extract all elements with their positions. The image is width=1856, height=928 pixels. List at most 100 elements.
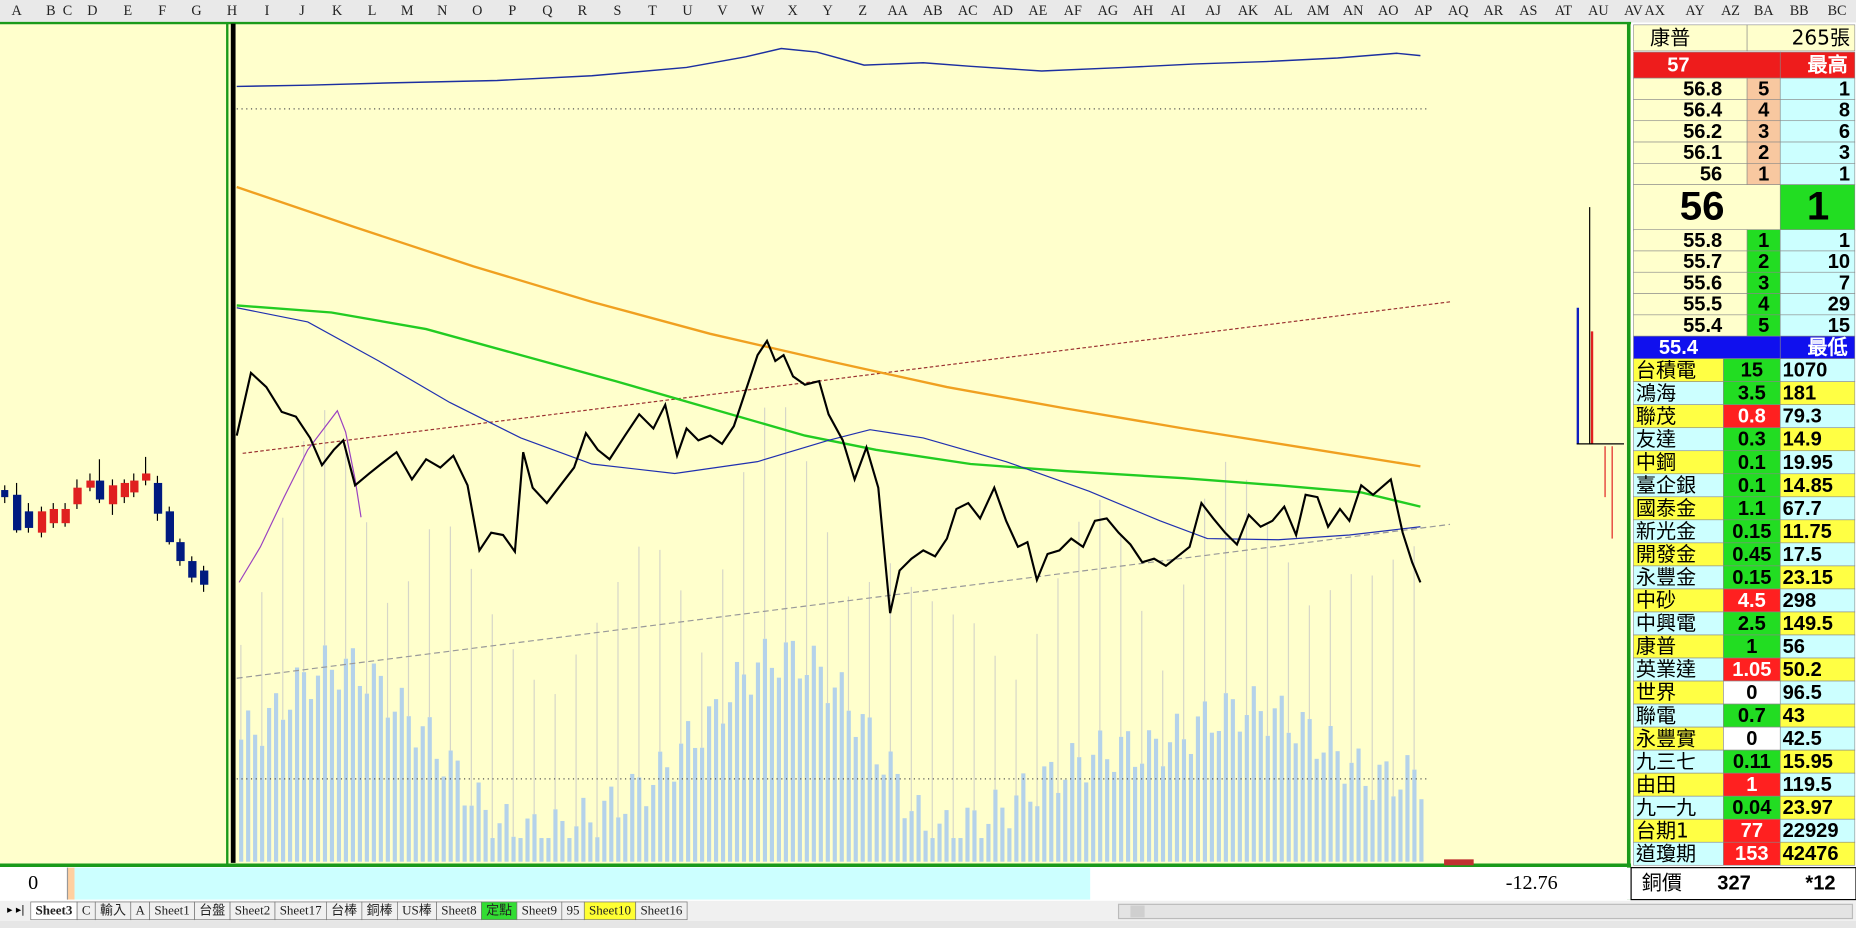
column-header[interactable]: BA <box>1754 3 1774 19</box>
column-header[interactable]: AT <box>1555 3 1573 19</box>
tab-label[interactable]: Sheet17 <box>280 902 322 917</box>
sheet-tab[interactable]: 台盤 <box>194 901 231 921</box>
tab-label[interactable]: 台盤 <box>199 902 225 917</box>
column-header[interactable]: AZ <box>1721 3 1740 19</box>
column-header[interactable]: M <box>401 3 414 19</box>
tab-label[interactable]: Sheet16 <box>640 902 682 917</box>
tab-label[interactable]: 銅棒 <box>367 902 393 917</box>
tab-label[interactable]: Sheet3 <box>36 902 73 917</box>
column-header[interactable]: AN <box>1343 3 1364 19</box>
column-header[interactable]: C <box>63 3 72 19</box>
column-header[interactable]: Z <box>858 3 867 19</box>
column-header[interactable]: Y <box>822 3 832 19</box>
column-header[interactable]: AY <box>1685 3 1704 19</box>
column-header[interactable]: V <box>717 3 728 19</box>
tab-label[interactable]: 定點 <box>486 902 512 917</box>
tab-shape[interactable] <box>635 901 688 921</box>
column-header[interactable]: K <box>332 3 343 19</box>
column-header[interactable]: S <box>613 3 621 19</box>
column-header[interactable]: AC <box>958 3 978 19</box>
column-header[interactable]: BC <box>1828 3 1847 19</box>
column-header[interactable]: AI <box>1170 3 1185 19</box>
tab-label[interactable]: A <box>136 902 146 917</box>
column-header[interactable]: AV <box>1624 3 1643 19</box>
column-header[interactable]: D <box>87 3 97 19</box>
column-header[interactable]: AE <box>1028 3 1047 19</box>
column-header[interactable]: AO <box>1378 3 1399 19</box>
column-header[interactable]: P <box>508 3 516 19</box>
sheet-tab[interactable]: Sheet9 <box>516 901 563 921</box>
stock-name: 中砂 <box>1636 588 1676 612</box>
volume-bar <box>1105 759 1110 862</box>
column-header[interactable]: G <box>191 3 201 19</box>
sheet-tab[interactable]: Sheet3 <box>30 901 78 921</box>
tab-label[interactable]: Sheet9 <box>522 902 557 917</box>
sheet-tab[interactable]: 定點 <box>481 901 518 921</box>
column-header[interactable]: T <box>648 3 657 19</box>
tab-label[interactable]: Sheet8 <box>441 902 477 917</box>
sheet-tab[interactable]: 銅棒 <box>361 901 398 921</box>
column-header[interactable]: A <box>11 3 22 19</box>
column-header[interactable]: AD <box>993 3 1014 19</box>
sheet-tab[interactable]: Sheet2 <box>229 901 276 921</box>
sheet-tab[interactable]: US棒 <box>397 901 437 921</box>
column-header[interactable]: E <box>124 3 133 19</box>
column-header[interactable]: AH <box>1133 3 1154 19</box>
sheet-tab[interactable]: Sheet10 <box>583 901 637 921</box>
tab-label[interactable]: C <box>82 902 91 917</box>
column-header[interactable]: B <box>46 3 55 19</box>
tab-label[interactable]: 95 <box>567 902 580 917</box>
sheet-tab[interactable]: Sheet8 <box>436 901 482 921</box>
volume-bar <box>1126 731 1131 862</box>
sheet-tab[interactable]: C <box>76 901 96 921</box>
column-header[interactable]: L <box>368 3 377 19</box>
tab-label[interactable]: Sheet2 <box>235 902 270 917</box>
column-header[interactable]: I <box>265 3 270 19</box>
level-index: 1 <box>1758 163 1769 185</box>
tab-label[interactable]: Sheet10 <box>589 902 631 917</box>
column-header[interactable]: AS <box>1519 3 1537 19</box>
sheet-tab[interactable]: Sheet17 <box>274 901 327 921</box>
column-header[interactable]: X <box>787 3 797 19</box>
volume-bar <box>860 714 865 862</box>
column-header[interactable]: AU <box>1588 3 1609 19</box>
column-header[interactable]: U <box>682 3 692 19</box>
column-header[interactable]: W <box>751 3 765 19</box>
tab-label[interactable]: US棒 <box>402 902 432 917</box>
tab-label[interactable]: Sheet1 <box>154 902 189 917</box>
column-header[interactable]: O <box>472 3 482 19</box>
tab-label[interactable]: 台棒 <box>331 902 357 917</box>
volume-bar <box>1405 755 1410 862</box>
sheet-tab[interactable]: 輸入 <box>94 901 132 921</box>
column-header[interactable]: AM <box>1307 3 1330 19</box>
column-header[interactable]: AQ <box>1448 3 1469 19</box>
column-header[interactable]: AR <box>1483 3 1503 19</box>
column-header[interactable]: F <box>158 3 166 19</box>
column-header[interactable]: AA <box>887 3 908 19</box>
column-header[interactable]: AP <box>1414 3 1432 19</box>
column-header[interactable]: R <box>578 3 588 19</box>
scrollbar[interactable] <box>1117 903 1854 920</box>
column-header[interactable]: BB <box>1790 3 1809 19</box>
column-header[interactable]: Q <box>542 3 552 19</box>
column-header[interactable]: AK <box>1238 3 1259 19</box>
tab-label[interactable]: 輸入 <box>100 902 126 917</box>
scroll-thumb[interactable] <box>1130 905 1145 918</box>
column-header[interactable]: N <box>437 3 447 19</box>
sheet-tab[interactable]: Sheet1 <box>149 901 195 921</box>
column-header[interactable]: AG <box>1098 3 1119 19</box>
column-header[interactable]: AB <box>923 3 943 19</box>
nav-arrows[interactable]: ▸ ▸| <box>7 903 25 916</box>
column-header[interactable]: AJ <box>1205 3 1221 19</box>
sheet-tab[interactable]: 台棒 <box>326 901 363 921</box>
column-header[interactable]: AX <box>1645 3 1666 19</box>
volume-bar <box>895 773 900 862</box>
sheet-tab[interactable]: Sheet16 <box>635 901 688 921</box>
sheet-tab[interactable]: 95 <box>561 901 585 921</box>
volume-bar <box>420 726 425 862</box>
column-header[interactable]: J <box>299 3 305 19</box>
sheet-tab[interactable]: A <box>130 901 151 921</box>
column-header[interactable]: AF <box>1064 3 1082 19</box>
column-header[interactable]: AL <box>1274 3 1293 19</box>
column-header[interactable]: H <box>227 3 237 19</box>
